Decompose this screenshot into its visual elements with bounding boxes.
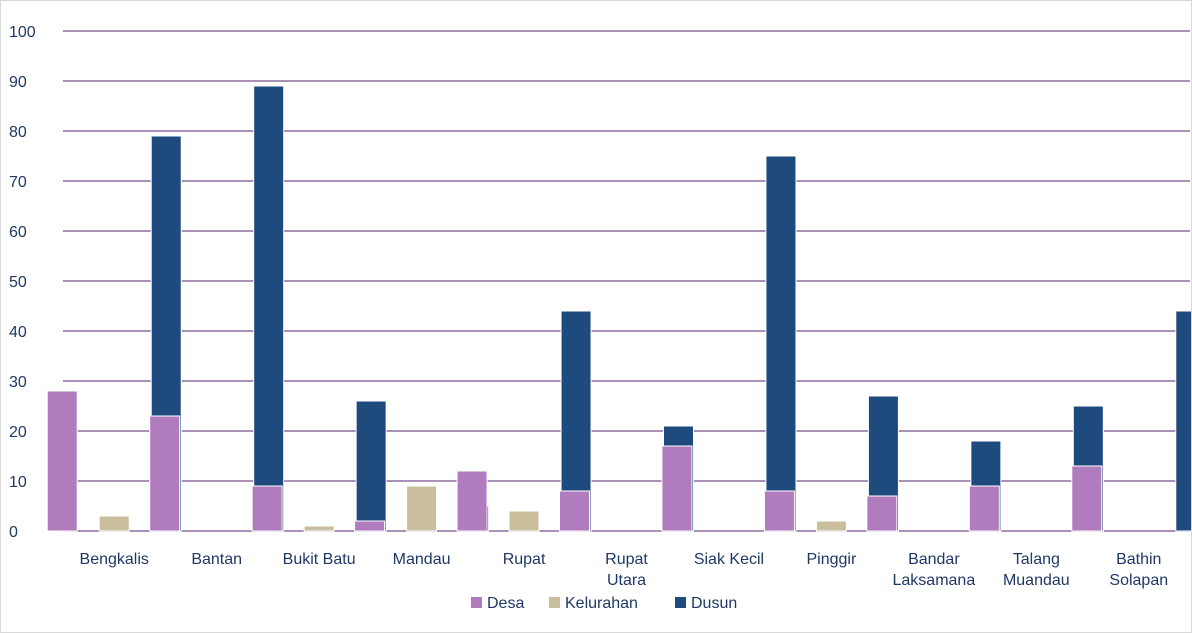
bar-kelurahan-rupat <box>508 510 540 532</box>
x-category-label: Bengkalis <box>80 551 149 568</box>
bar-kelurahan-bukit-batu <box>303 525 335 532</box>
bar-desa-bengkalis <box>46 390 78 532</box>
bar-dusun-bukit-batu <box>355 400 387 532</box>
x-category-label: Solapan <box>1109 572 1168 589</box>
legend-label-desa: Desa <box>487 595 524 612</box>
legend-swatch-desa <box>471 597 482 608</box>
bar-desa-mandau <box>354 520 386 532</box>
x-category-label: Laksamana <box>893 572 976 589</box>
y-tick-label-20: 20 <box>9 424 27 441</box>
x-category-label: Mandau <box>393 551 451 568</box>
x-category-label: Rupat <box>605 551 648 568</box>
y-axis-tick-labels: 0 10 20 30 40 50 60 70 80 90 100 <box>9 24 36 541</box>
bar-desa-rupat <box>456 470 488 532</box>
y-tick-label-80: 80 <box>9 124 27 141</box>
bar-desa-rupat-utara <box>559 490 590 532</box>
x-category-label: Siak Kecil <box>694 551 764 568</box>
bar-kelurahan-mandau <box>406 485 438 532</box>
bar-desa-bandar-laksamana <box>866 495 898 532</box>
x-category-label: Bathin <box>1116 551 1161 568</box>
bars <box>46 85 1191 532</box>
x-category-label: Utara <box>607 572 646 589</box>
x-category-label: Pinggir <box>807 551 857 568</box>
x-axis-category-labels: Bengkalis Bantan Bukit Batu Mandau Rupat Rupa… <box>80 551 1169 589</box>
gridlines <box>63 30 1190 532</box>
y-tick-label-90: 90 <box>9 74 27 91</box>
bar-desa-pinggir <box>763 490 795 532</box>
y-tick-label-30: 30 <box>9 374 27 391</box>
x-category-label: Rupat <box>503 551 546 568</box>
bar-desa-bukit-batu <box>251 485 283 532</box>
legend-label-kelurahan: Kelurahan <box>565 595 638 612</box>
y-tick-label-0: 0 <box>9 524 18 541</box>
bar-dusun-siak-kecil <box>765 155 797 532</box>
y-tick-label-50: 50 <box>9 274 27 291</box>
legend-swatch-kelurahan <box>549 597 560 608</box>
bar-desa-talang-muandau <box>968 485 1000 532</box>
x-category-label: Muandau <box>1003 572 1070 589</box>
legend: Desa Kelurahan Dusun <box>471 595 737 612</box>
bar-desa-bathin-solapan <box>1071 465 1103 532</box>
bar-desa-bantan <box>149 415 181 532</box>
y-tick-label-60: 60 <box>9 224 27 241</box>
legend-swatch-dusun <box>675 597 686 608</box>
y-tick-label-100: 100 <box>9 24 36 41</box>
x-category-label: Bantan <box>191 551 242 568</box>
bar-kelurahan-bengkalis <box>98 515 130 532</box>
y-tick-label-40: 40 <box>9 324 27 341</box>
bar-kelurahan-pinggir <box>815 520 847 532</box>
y-tick-label-10: 10 <box>9 474 27 491</box>
x-category-label: Bandar <box>908 551 960 568</box>
x-category-label: Bukit Batu <box>283 551 356 568</box>
y-tick-label-70: 70 <box>9 174 27 191</box>
bar-dusun-bantan <box>253 85 285 532</box>
legend-label-dusun: Dusun <box>691 595 737 612</box>
bar-desa-siak-kecil <box>661 445 693 532</box>
bar-dusun-bathin-solapan <box>1175 310 1191 532</box>
x-category-label: Talang <box>1013 551 1060 568</box>
